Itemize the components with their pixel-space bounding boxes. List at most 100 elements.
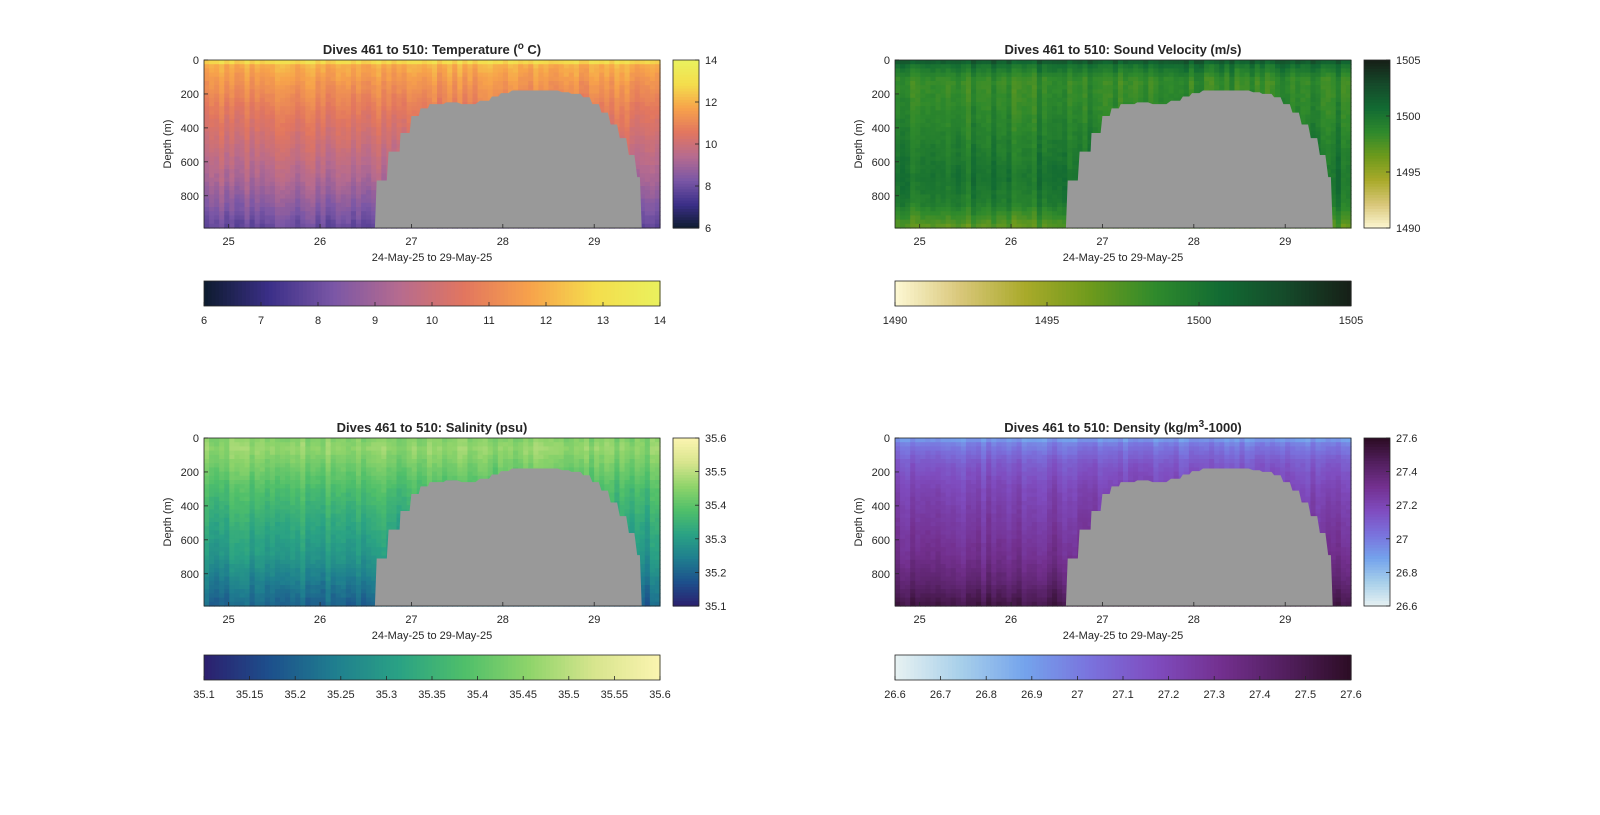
heatmap-cell xyxy=(568,68,575,74)
heatmap-cell xyxy=(259,173,266,179)
heatmap-cell xyxy=(986,127,992,132)
heatmap-cell xyxy=(639,190,646,195)
heatmap-cell xyxy=(310,72,317,78)
heatmap-cell xyxy=(477,89,484,95)
heatmap-cell xyxy=(406,81,413,86)
heatmap-cell xyxy=(624,64,631,69)
colorbar-cell xyxy=(413,281,418,306)
heatmap-cell xyxy=(976,85,982,90)
heatmap-cell xyxy=(965,85,972,90)
heatmap-cell xyxy=(930,207,937,212)
heatmap-cell xyxy=(437,97,443,103)
heatmap-cell xyxy=(1001,114,1008,120)
heatmap-cell xyxy=(310,81,317,86)
heatmap-cell xyxy=(330,118,337,124)
heatmap-cell xyxy=(204,131,210,137)
heatmap-cell xyxy=(274,152,281,158)
heatmap-cell xyxy=(935,81,942,86)
heatmap-cell xyxy=(976,118,982,124)
colorbar-tick-label: 14 xyxy=(654,315,666,327)
heatmap-cell xyxy=(986,177,992,183)
heatmap-cell xyxy=(935,139,942,145)
heatmap-cell xyxy=(330,127,337,132)
heatmap-cell xyxy=(930,135,937,141)
heatmap-cell xyxy=(955,131,962,137)
heatmap-cell xyxy=(563,64,570,69)
heatmap-cell xyxy=(396,123,403,128)
heatmap-cell xyxy=(345,190,352,195)
heatmap-cell xyxy=(654,110,661,116)
heatmap-cell xyxy=(553,85,560,90)
heatmap-cell xyxy=(366,110,372,116)
heatmap-cell xyxy=(249,223,256,229)
heatmap-cell xyxy=(366,202,372,208)
heatmap-cell xyxy=(249,207,256,212)
heatmap-cell xyxy=(1016,186,1023,191)
heatmap-cell xyxy=(976,223,982,229)
heatmap-cell xyxy=(996,144,1002,149)
heatmap-cell xyxy=(1016,131,1023,137)
colorbar-cell xyxy=(390,281,395,306)
heatmap-cell xyxy=(996,148,1002,153)
heatmap-cell xyxy=(386,131,393,137)
heatmap-cell xyxy=(361,60,367,65)
heatmap-cell xyxy=(976,202,982,208)
heatmap-cell xyxy=(249,110,256,116)
heatmap-cell xyxy=(940,118,947,124)
heatmap-cell xyxy=(305,148,311,153)
heatmap-cell xyxy=(214,135,220,141)
heatmap-cell xyxy=(280,89,286,95)
heatmap-cell xyxy=(325,102,332,107)
colorbar-cell xyxy=(673,166,699,170)
heatmap-cell xyxy=(965,114,972,120)
heatmap-cell xyxy=(629,123,636,128)
heatmap-cell xyxy=(249,135,256,141)
heatmap-cell xyxy=(330,68,337,74)
heatmap-cell xyxy=(965,139,972,145)
heatmap-cell xyxy=(219,106,225,111)
heatmap-cell xyxy=(996,118,1002,124)
heatmap-cell xyxy=(900,207,906,212)
heatmap-cell xyxy=(209,118,215,124)
heatmap-cell xyxy=(239,93,246,99)
heatmap-cell xyxy=(568,76,575,82)
heatmap-cell xyxy=(1016,139,1023,145)
heatmap-cell xyxy=(340,106,347,111)
heatmap-cell xyxy=(639,211,646,216)
heatmap-cell xyxy=(249,181,256,187)
heatmap-cell xyxy=(406,72,413,78)
heatmap-cell xyxy=(457,64,463,69)
heatmap-cell xyxy=(411,68,418,74)
colorbar-cell xyxy=(673,102,699,106)
heatmap-cell xyxy=(971,127,977,132)
heatmap-cell xyxy=(264,160,271,166)
colorbar-cell xyxy=(633,281,638,306)
heatmap-cell xyxy=(330,76,337,82)
heatmap-cell xyxy=(589,89,595,95)
heatmap-cell xyxy=(224,156,230,162)
heatmap-cell xyxy=(1031,110,1038,116)
heatmap-cell xyxy=(340,102,347,107)
heatmap-cell xyxy=(568,72,575,78)
heatmap-cell xyxy=(920,165,926,170)
heatmap-cell xyxy=(401,68,408,74)
heatmap-cell xyxy=(981,76,987,82)
heatmap-cell xyxy=(971,148,977,153)
heatmap-cell xyxy=(1016,97,1023,103)
heatmap-cell xyxy=(905,202,911,208)
heatmap-cell xyxy=(624,135,631,141)
heatmap-cell xyxy=(996,68,1002,74)
heatmap-cell xyxy=(280,127,286,132)
heatmap-cell xyxy=(442,76,448,82)
heatmap-cell xyxy=(244,81,251,86)
heatmap-cell xyxy=(955,173,962,179)
heatmap-cell xyxy=(1021,89,1028,95)
heatmap-cell xyxy=(472,81,479,86)
heatmap-cell xyxy=(910,202,916,208)
heatmap-cell xyxy=(396,118,403,124)
heatmap-cell xyxy=(976,215,982,221)
heatmap-cell xyxy=(361,110,367,116)
heatmap-cell xyxy=(930,202,937,208)
heatmap-cell xyxy=(1036,139,1043,145)
heatmap-cell xyxy=(416,102,423,107)
